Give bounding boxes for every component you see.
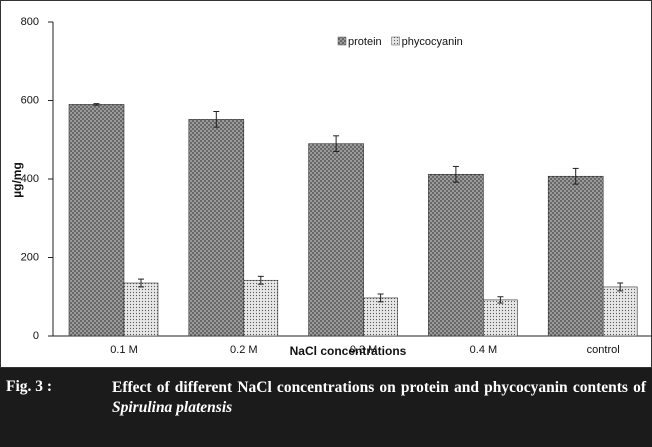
bar (483, 299, 518, 337)
x-tick-label: 0.4 M (470, 344, 498, 356)
y-tick-label: 800 (21, 16, 39, 28)
x-tick-label: 0.1 M (110, 344, 138, 356)
x-tick-label: 0.2 M (230, 344, 258, 356)
bar (363, 297, 398, 337)
error-bar (572, 167, 579, 185)
y-tick-label: 0 (33, 330, 39, 342)
error-bar (497, 296, 504, 304)
bar (547, 175, 604, 337)
error-bar (452, 165, 459, 183)
bar (123, 282, 159, 337)
chart: NaCl concentrations µg/mg 0 200 400 600 800 0… (0, 0, 652, 368)
bar (188, 119, 245, 337)
legend-label: phycocyanin (402, 36, 463, 48)
legend-swatch (337, 36, 347, 46)
legend-swatch (391, 36, 400, 46)
error-bar (138, 278, 144, 288)
caption-text: Effect of different NaCl concentrations … (112, 378, 646, 418)
legend-label: protein (348, 36, 382, 48)
y-tick-label: 200 (21, 251, 39, 263)
bar (602, 286, 638, 337)
caption-label: Fig. 3 : (6, 378, 53, 395)
caption-body: Effect of different NaCl concentrations … (112, 379, 646, 396)
error-bar (333, 135, 340, 153)
x-axis-label: NaCl concentrations (290, 344, 407, 358)
x-tick-label: 0.3 M (350, 344, 378, 356)
bar (68, 104, 125, 337)
x-tick-label: control (587, 344, 620, 356)
error-bar (213, 110, 220, 128)
y-axis-label: µg/mg (10, 162, 24, 198)
caption-species: Spirulina platensis (112, 399, 233, 416)
bar (308, 143, 364, 337)
error-bar (257, 275, 264, 285)
bar (243, 279, 279, 337)
error-bar (93, 103, 100, 106)
y-tick-label: 400 (21, 173, 39, 185)
bar (428, 173, 484, 337)
y-tick-label: 600 (21, 94, 39, 106)
error-bar (377, 293, 384, 303)
caption: Fig. 3 : Effect of different NaCl concen… (0, 368, 652, 447)
error-bar (617, 282, 624, 292)
